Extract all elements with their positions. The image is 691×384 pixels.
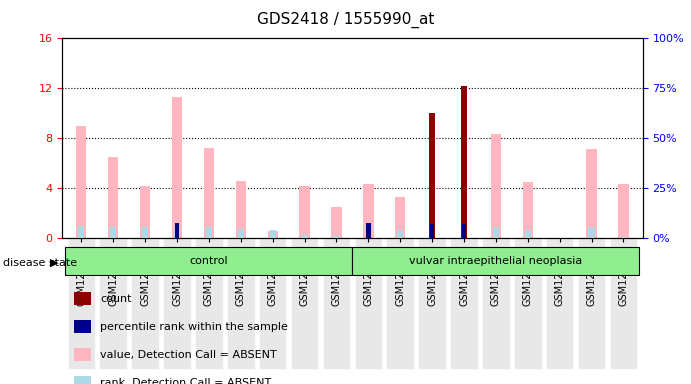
Bar <box>228 238 254 368</box>
Bar <box>196 238 222 368</box>
Bar <box>299 186 310 238</box>
Bar <box>323 238 349 368</box>
Bar <box>429 113 435 238</box>
Bar <box>172 97 182 238</box>
Bar <box>238 230 244 238</box>
Bar <box>206 227 212 238</box>
Bar <box>579 238 605 368</box>
Bar <box>142 227 149 238</box>
Bar <box>366 223 370 238</box>
Bar <box>236 181 246 238</box>
Text: rank, Detection Call = ABSENT: rank, Detection Call = ABSENT <box>100 378 271 384</box>
Bar <box>462 224 466 238</box>
Bar <box>301 235 307 238</box>
Bar <box>547 238 572 368</box>
Bar <box>269 230 276 238</box>
Bar <box>524 230 531 238</box>
Bar <box>331 207 341 238</box>
Text: vulvar intraepithelial neoplasia: vulvar intraepithelial neoplasia <box>409 256 583 266</box>
Bar <box>292 238 317 368</box>
Bar <box>461 86 467 238</box>
Bar <box>267 230 278 238</box>
Bar <box>204 148 214 238</box>
Bar <box>493 227 499 238</box>
Text: GDS2418 / 1555990_at: GDS2418 / 1555990_at <box>257 12 434 28</box>
Bar <box>587 149 597 238</box>
Bar <box>140 186 150 238</box>
FancyBboxPatch shape <box>66 247 352 275</box>
Bar <box>78 226 84 238</box>
Bar <box>589 227 595 238</box>
Bar <box>76 126 86 238</box>
Bar <box>618 184 629 238</box>
Bar <box>522 182 533 238</box>
Bar <box>395 197 406 238</box>
Bar <box>333 236 339 238</box>
Bar <box>260 238 285 368</box>
Bar <box>110 227 116 238</box>
Bar <box>515 238 540 368</box>
Bar <box>430 223 435 238</box>
FancyBboxPatch shape <box>352 247 639 275</box>
Bar <box>100 238 126 368</box>
Bar <box>611 238 636 368</box>
Bar <box>74 292 91 305</box>
Text: value, Detection Call = ABSENT: value, Detection Call = ABSENT <box>100 350 276 360</box>
Text: ▶: ▶ <box>50 258 58 268</box>
Bar <box>356 238 381 368</box>
Bar <box>108 157 118 238</box>
Bar <box>74 376 91 384</box>
Bar <box>74 348 91 361</box>
Bar <box>451 238 477 368</box>
Bar <box>164 238 190 368</box>
Bar <box>74 320 91 333</box>
Text: control: control <box>189 256 228 266</box>
Bar <box>419 238 445 368</box>
Bar <box>388 238 413 368</box>
Bar <box>491 134 501 238</box>
Bar <box>175 223 179 238</box>
Bar <box>68 238 94 368</box>
Text: count: count <box>100 294 131 304</box>
Bar <box>363 184 374 238</box>
Text: percentile rank within the sample: percentile rank within the sample <box>100 322 287 332</box>
Bar <box>133 238 158 368</box>
Bar <box>397 230 404 238</box>
Text: disease state: disease state <box>3 258 77 268</box>
Bar <box>621 237 627 238</box>
Bar <box>174 227 180 238</box>
Bar <box>483 238 509 368</box>
